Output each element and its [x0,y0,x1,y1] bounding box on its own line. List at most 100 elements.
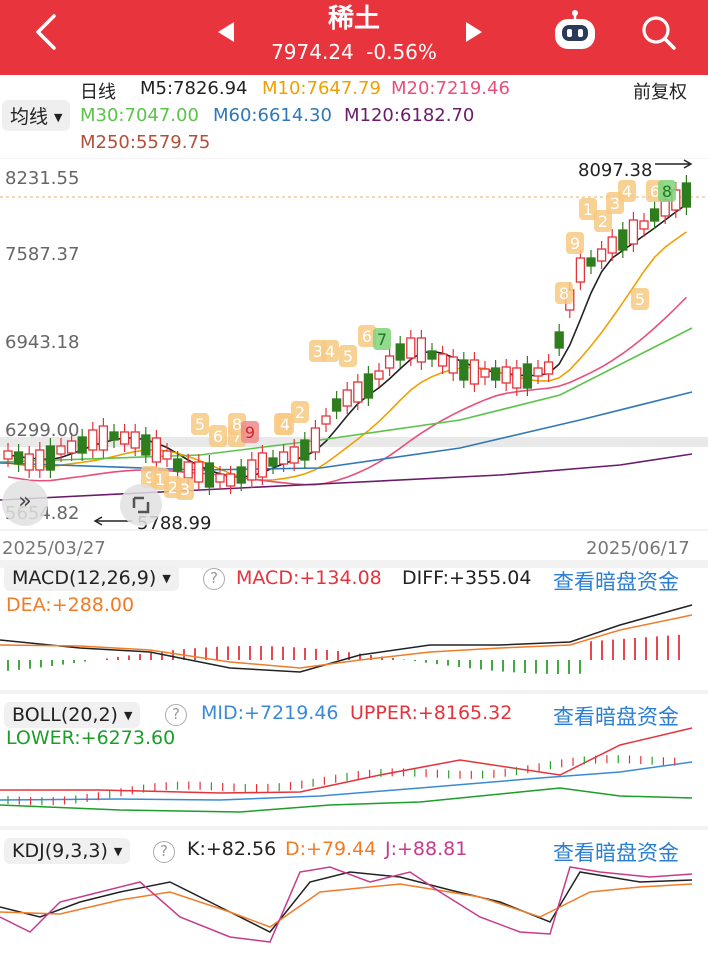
expand-arrows-button[interactable]: » [2,480,48,526]
candle-body [618,229,628,251]
candle-body [554,331,564,349]
td-badge-number: 8 [559,284,569,303]
divider [0,690,708,694]
candle-body [543,361,554,375]
candle-body [130,431,140,449]
candle-body [141,434,151,456]
boll-select[interactable]: BOLL(20,2) ▼ [4,702,141,728]
triangle-right-icon[interactable] [464,20,484,44]
m250-value: M250:5579.75 [80,132,211,153]
candle-body [257,452,268,478]
td-badge-number: 3 [610,194,620,213]
y-tick-4: 6299.00 [5,420,80,441]
td-badge-number: 9 [570,234,580,253]
kdj-select-label: KDJ(9,3,3) [12,840,108,862]
candle-body [374,370,384,380]
dea-value: DEA:+288.00 [6,594,135,616]
macd-select[interactable]: MACD(12,26,9) ▼ [4,565,179,591]
boll-mid-value: MID:+7219.46 [201,702,339,724]
candle-body [586,257,596,267]
td-badge-number: 6 [362,327,372,346]
caret-down-icon: ▼ [162,572,171,585]
candle-body [448,356,458,374]
candle-body [384,355,395,369]
diff-line [0,604,693,673]
td-badge [579,198,597,220]
collapse-icon [132,496,150,514]
kdj-k-line [0,871,693,933]
td-badge-number: 3 [180,480,190,499]
candle-body [98,425,109,451]
indicator-select[interactable]: 均线 ▼ [2,100,71,131]
macd-select-label: MACD(12,26,9) [12,567,157,589]
adjust-label[interactable]: 前复权 [633,82,687,103]
candle-body [215,473,225,483]
boll-select-label: BOLL(20,2) [12,704,118,726]
td-badge [176,478,194,500]
help-icon[interactable]: ? [153,841,175,863]
candle-body [480,368,490,378]
divider [0,560,708,568]
candle-body [77,436,87,454]
td-badge-number: 2 [168,478,178,497]
candle-body [427,350,437,360]
kdj-select[interactable]: KDJ(9,3,3) ▼ [4,838,131,864]
candle-body [469,359,480,385]
candle-body [225,473,236,487]
candle-body [353,381,363,403]
candle-body [607,236,617,254]
candle-body [321,415,331,425]
kdj-j-line [0,866,693,943]
candle-body [204,462,215,488]
td-badge [191,413,209,435]
candle-body [437,353,448,367]
kdj-chart[interactable] [0,862,708,960]
boll-chart[interactable] [0,720,708,826]
candle-body [575,257,586,283]
candle-body [596,248,607,262]
help-icon[interactable]: ? [165,704,187,726]
td-badge [594,210,612,232]
td-badge [566,232,584,254]
candle-body [490,367,501,381]
candle-body [649,208,660,222]
td-badge-number: 8 [232,415,242,434]
candle-body [459,359,469,381]
help-icon[interactable]: ? [203,568,225,590]
candle-body [162,450,172,460]
search-icon[interactable] [640,14,678,52]
caret-down-icon: ▼ [123,709,133,722]
dark-pool-link-macd[interactable]: 查看暗盘资金 [553,570,679,594]
td-badge-number: 1 [155,470,165,489]
td-badge [373,328,391,350]
td-badge-number: 8 [662,182,672,201]
candle-body [342,389,352,407]
candle-body [628,219,639,245]
caret-down-icon: ▼ [54,111,63,124]
dark-pool-link-kdj[interactable]: 查看暗盘资金 [553,841,679,865]
candle-body [522,363,533,389]
td-badge-number: 6 [650,182,660,201]
fullscreen-button[interactable] [120,484,162,526]
td-badge [658,180,676,202]
candle-body [310,427,321,453]
robot-assistant-icon[interactable] [552,10,598,52]
m20-value: M20:7219.46 [391,78,510,99]
low-arrow-head [93,516,103,526]
candle-body [660,199,670,217]
macd-chart[interactable] [0,590,708,690]
candle-body [681,182,692,208]
td-badge [276,413,294,435]
double-chevron-right-icon: » [18,489,32,514]
candle-body [395,343,405,361]
dark-pool-link-boll[interactable]: 查看暗盘资金 [553,705,679,729]
high-marker-label: 8097.38 [578,160,653,181]
triangle-left-icon[interactable] [216,20,236,44]
candle-body [639,220,649,230]
candle-body [13,451,24,465]
chevron-left-icon[interactable] [30,12,60,52]
candle-body [236,466,246,484]
candle-body [247,459,257,481]
candlestick-chart[interactable]: 56789123456789123456891234 [0,158,708,560]
m30-value: M30:7047.00 [80,105,199,126]
